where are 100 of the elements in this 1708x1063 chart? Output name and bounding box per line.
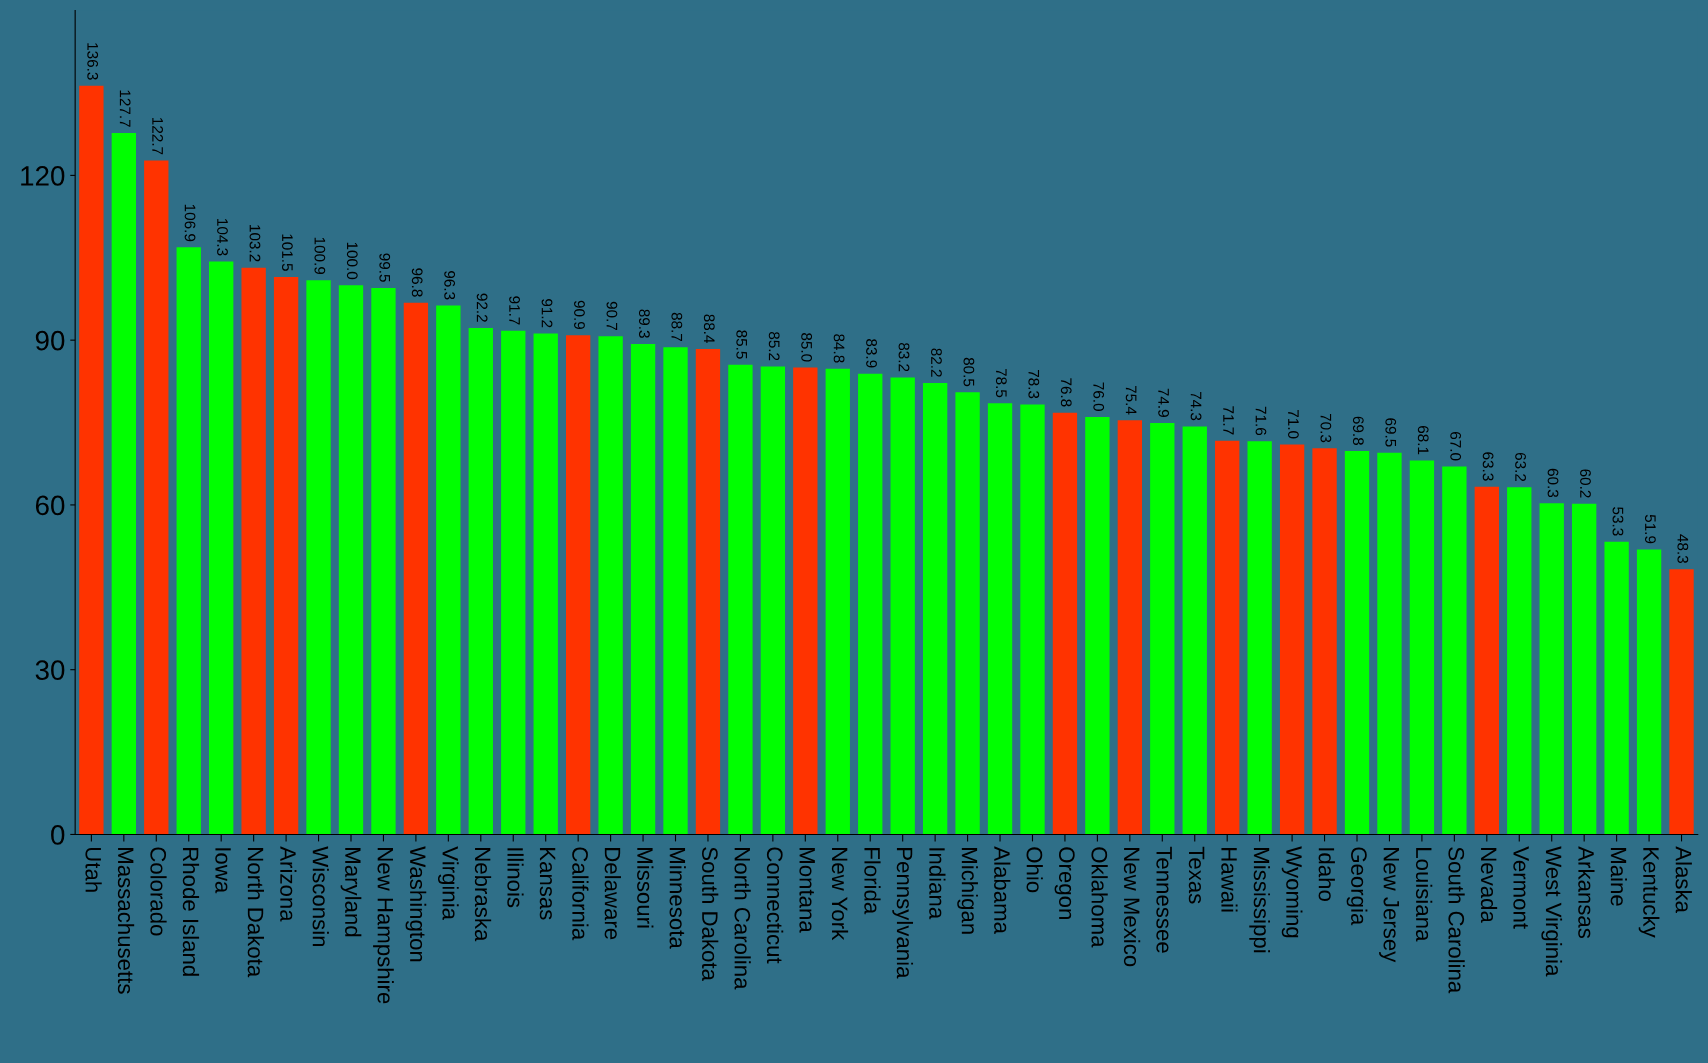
- bar: [1312, 448, 1337, 835]
- x-tick-label: Mississippi: [1249, 848, 1271, 953]
- data-label: 48.3: [1677, 534, 1689, 564]
- bar: [436, 305, 461, 835]
- x-tick-label: Tennessee: [1156, 846, 1172, 953]
- x-tick-label: Virginia: [437, 846, 459, 920]
- x-tick-label: New York: [831, 848, 849, 941]
- bar: [1377, 452, 1402, 835]
- x-tick-label: Kansas: [539, 848, 556, 920]
- data-label: 75.4: [1125, 385, 1137, 415]
- bar: [241, 267, 266, 835]
- data-label: 78.3: [1028, 369, 1040, 399]
- data-label: 80.5: [963, 357, 975, 387]
- x-tick-label: Wyoming: [1281, 846, 1303, 938]
- bar: [922, 383, 948, 835]
- data-label: 88.4: [703, 314, 715, 344]
- data-label: 84.8: [833, 334, 845, 363]
- x-tick-label: Maryland: [340, 848, 362, 937]
- x-tick-label: Arizona: [280, 846, 297, 922]
- data-label: 76.0: [1093, 382, 1105, 411]
- data-label: 92.2: [476, 293, 488, 322]
- data-label: 85.5: [736, 330, 748, 359]
- data-label: 71.6: [1255, 406, 1267, 436]
- bar: [598, 336, 623, 835]
- x-tick-label: Hawaii: [1221, 848, 1238, 912]
- data-label: 91.2: [541, 299, 553, 328]
- x-tick-label: North Dakota: [247, 848, 264, 978]
- data-label: 69.5: [1385, 418, 1397, 447]
- data-label: 91.7: [509, 296, 520, 325]
- data-label: 85.2: [768, 331, 780, 361]
- x-tick-label: South Carolina: [1448, 847, 1465, 994]
- bar: [371, 287, 396, 835]
- data-label: 60.3: [1547, 468, 1559, 498]
- y-tick-label: 0: [51, 825, 65, 845]
- bar: [565, 335, 591, 835]
- data-label: 100.0: [346, 242, 358, 280]
- bar: [1669, 569, 1694, 835]
- data-label: 69.8: [1352, 416, 1364, 445]
- bar: [1052, 412, 1078, 835]
- x-tick-label: Kentucky: [1638, 848, 1660, 938]
- bar: [468, 328, 493, 835]
- x-tick-label: Idaho: [1318, 848, 1335, 901]
- bar: [1442, 466, 1467, 835]
- bar: [501, 330, 526, 835]
- data-label: 96.3: [444, 271, 456, 300]
- x-tick-label: Arkansas: [1578, 846, 1595, 939]
- x-tick-label: Georgia: [1346, 847, 1368, 926]
- bar: [1474, 486, 1499, 835]
- bar: [176, 247, 201, 835]
- data-label: 99.5: [379, 253, 391, 282]
- data-label: 71.0: [1288, 410, 1299, 439]
- y-tick-label: 90: [35, 330, 65, 351]
- data-label: 90.9: [574, 300, 585, 329]
- x-tick-label: Wisconsin: [312, 846, 329, 947]
- data-label: 83.9: [866, 339, 877, 368]
- x-tick-label: Nebraska: [474, 848, 492, 942]
- bar: [1117, 420, 1143, 835]
- data-label: 100.9: [314, 237, 326, 275]
- data-label: 82.2: [931, 348, 942, 377]
- data-label: 104.3: [217, 219, 228, 256]
- x-tick-label: California: [572, 847, 589, 941]
- x-tick-label: Alabama: [994, 846, 1011, 934]
- x-tick-label: Missouri: [637, 848, 654, 928]
- data-label: 88.7: [671, 312, 683, 342]
- data-label: 70.3: [1320, 413, 1332, 443]
- x-tick-label: Colorado: [150, 847, 167, 936]
- bar: [890, 377, 915, 835]
- x-tick-label: Vermont: [1513, 846, 1529, 929]
- x-tick-label: South Dakota: [702, 847, 719, 981]
- data-label: 122.7: [152, 118, 163, 155]
- bar: [273, 277, 299, 835]
- bar: [858, 373, 883, 835]
- bar: [338, 285, 364, 835]
- data-label: 63.3: [1482, 452, 1494, 481]
- bar: [1409, 460, 1435, 835]
- x-tick-label: Michigan: [957, 848, 978, 934]
- data-label: 67.0: [1450, 432, 1462, 461]
- bar: [825, 368, 850, 835]
- bar: [663, 347, 688, 835]
- x-tick-label: Maine: [1610, 848, 1627, 906]
- x-tick-label: Minnesota: [669, 848, 686, 949]
- data-label: 89.3: [638, 309, 650, 338]
- bar: [1604, 541, 1629, 835]
- x-tick-label: Indiana: [929, 848, 946, 920]
- bar: [1020, 404, 1045, 835]
- data-label: 76.8: [1060, 378, 1072, 407]
- bar: [144, 160, 169, 835]
- data-label: 68.1: [1417, 425, 1429, 455]
- x-tick-label: Oklahoma: [1091, 847, 1108, 948]
- x-tick-label: Pennsylvania: [892, 848, 914, 979]
- data-label: 51.9: [1644, 514, 1656, 544]
- x-tick-label: Washington: [405, 846, 427, 962]
- data-label: 90.7: [606, 301, 618, 331]
- bar: [1507, 487, 1532, 835]
- x-tick-label: Ohio: [1026, 847, 1043, 893]
- data-label: 136.3: [87, 43, 99, 80]
- bar: [695, 348, 721, 835]
- data-label: 74.3: [1190, 391, 1202, 421]
- x-tick-label: New Hampshire: [373, 848, 394, 1004]
- data-label: 106.9: [184, 204, 196, 242]
